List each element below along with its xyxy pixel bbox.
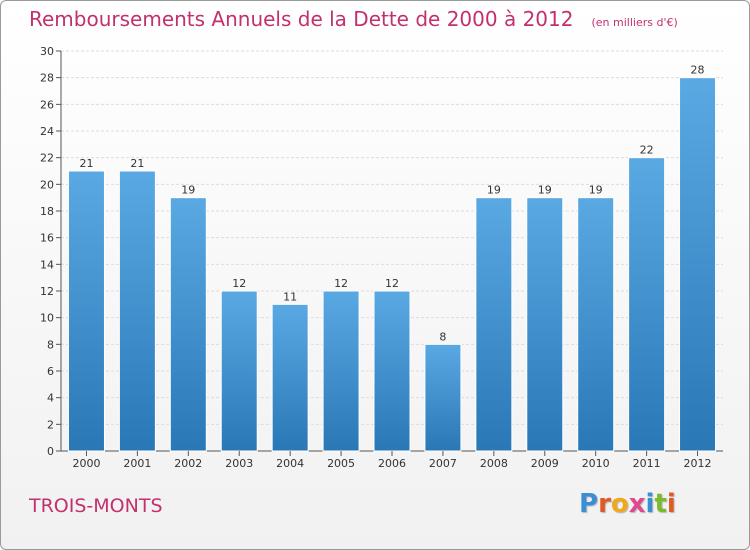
bar (577, 197, 615, 452)
y-tick-label: 12 (40, 285, 54, 298)
x-tick-label: 2007 (429, 457, 457, 470)
y-tick-label: 30 (40, 45, 54, 58)
y-tick-label: 26 (40, 98, 54, 111)
bar-value-label: 28 (691, 64, 705, 77)
bar-value-label: 22 (640, 144, 654, 157)
bar-value-label: 12 (385, 277, 399, 290)
y-tick-label: 22 (40, 152, 54, 165)
logo-letter: i (645, 489, 655, 519)
y-tick-label: 10 (40, 312, 54, 325)
logo-letter: t (654, 489, 667, 519)
y-tick-label: 4 (47, 392, 54, 405)
y-tick-label: 16 (40, 232, 54, 245)
y-tick-label: 8 (47, 338, 54, 351)
bar (628, 157, 666, 452)
x-tick-label: 2003 (225, 457, 253, 470)
y-tick-label: 6 (47, 365, 54, 378)
bar (475, 197, 513, 452)
logo-letter: r (598, 489, 611, 519)
bar-value-label: 12 (232, 277, 246, 290)
bar (373, 290, 411, 452)
logo-letter: x (628, 489, 646, 519)
bar-value-label: 12 (334, 277, 348, 290)
bar (424, 343, 462, 452)
bar-value-label: 19 (589, 184, 603, 197)
x-tick-label: 2004 (276, 457, 304, 470)
bar (169, 197, 207, 452)
x-tick-label: 2002 (174, 457, 202, 470)
bar-value-label: 19 (487, 184, 501, 197)
bar-value-label: 19 (538, 184, 552, 197)
proxiti-logo: Proxiti (579, 489, 676, 519)
x-tick-label: 2011 (633, 457, 661, 470)
chart-title: Remboursements Annuels de la Dette de 20… (29, 7, 574, 31)
y-tick-label: 14 (40, 258, 54, 271)
commune-name: TROIS-MONTS (29, 495, 163, 517)
x-tick-label: 2001 (123, 457, 151, 470)
bar (67, 170, 105, 452)
bar-value-label: 8 (439, 330, 446, 343)
bar (220, 290, 258, 452)
y-tick-label: 28 (40, 72, 54, 85)
logo-letter: i (666, 489, 676, 519)
bar (679, 77, 717, 452)
x-tick-label: 2000 (72, 457, 100, 470)
bar (526, 197, 564, 452)
x-tick-label: 2006 (378, 457, 406, 470)
y-tick-label: 20 (40, 178, 54, 191)
bar (271, 303, 309, 452)
y-tick-label: 18 (40, 205, 54, 218)
x-tick-label: 2008 (480, 457, 508, 470)
y-tick-label: 2 (47, 418, 54, 431)
title-row: Remboursements Annuels de la Dette de 20… (29, 7, 678, 31)
bar (118, 170, 156, 452)
y-tick-label: 24 (40, 125, 54, 138)
bar-value-label: 21 (130, 157, 144, 170)
x-tick-label: 2009 (531, 457, 559, 470)
y-tick-label: 0 (47, 445, 54, 458)
bar (322, 290, 360, 452)
bar-value-label: 19 (181, 184, 195, 197)
x-tick-label: 2010 (582, 457, 610, 470)
x-tick-label: 2012 (684, 457, 712, 470)
x-tick-label: 2005 (327, 457, 355, 470)
logo-letter: o (610, 489, 629, 519)
chart-unit: (en milliers d'€) (591, 16, 678, 29)
logo-letter: P (579, 489, 599, 519)
bar-value-label: 11 (283, 290, 297, 303)
bar-value-label: 21 (79, 157, 93, 170)
